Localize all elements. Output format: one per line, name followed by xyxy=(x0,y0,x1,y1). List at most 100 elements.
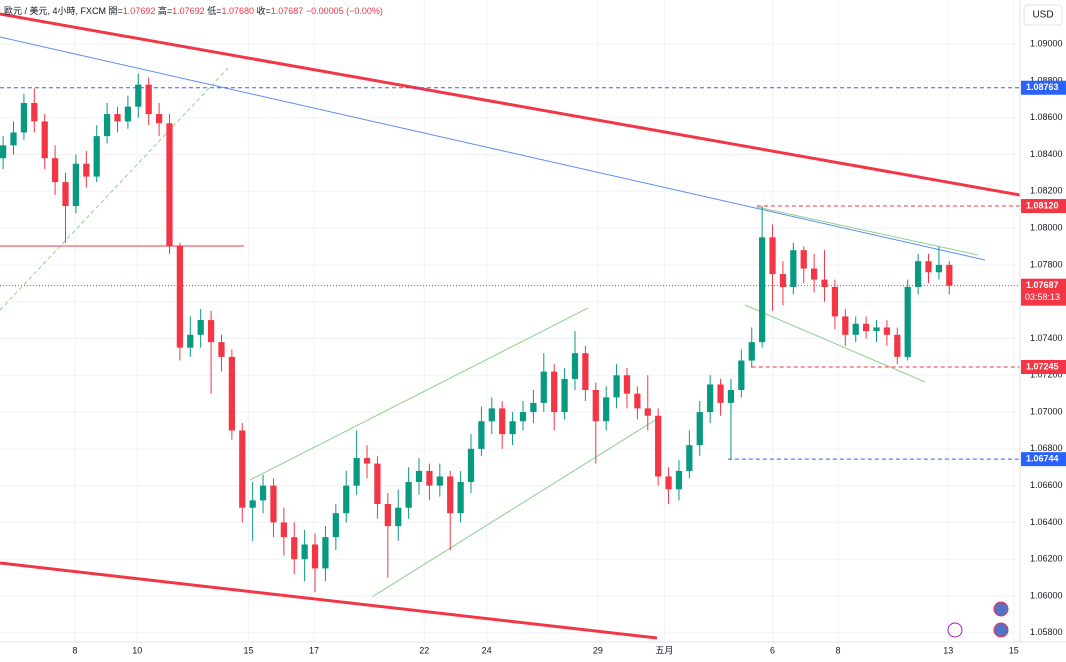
y-tick-label: 1.09000 xyxy=(1030,39,1063,49)
candle-body xyxy=(155,114,163,124)
header: 歐元 / 美元, 4小時, FXCM 開=1.07692 高=1.07692 低… xyxy=(4,5,383,16)
candle-body xyxy=(644,408,651,416)
candle-body xyxy=(322,537,329,569)
candle-body xyxy=(51,158,59,183)
candle-body xyxy=(499,408,506,435)
candle-body xyxy=(811,268,818,280)
candle-body xyxy=(249,500,256,508)
candle-body xyxy=(41,121,48,159)
candle-body xyxy=(31,103,38,122)
x-tick-label: 10 xyxy=(132,645,142,655)
candle-body xyxy=(187,334,194,348)
candle-body xyxy=(291,537,298,560)
x-tick-label: 24 xyxy=(482,645,492,655)
candle-body xyxy=(270,485,277,523)
x-tick-label: 6 xyxy=(770,645,775,655)
candle-body xyxy=(790,250,797,287)
candle-body xyxy=(592,389,599,422)
candle-body xyxy=(135,84,142,107)
candle-body xyxy=(166,123,173,247)
candle-body xyxy=(447,476,454,514)
candle-body xyxy=(145,84,152,115)
y-tick-label: 1.08200 xyxy=(1030,186,1063,196)
close-label: 收= xyxy=(257,5,271,16)
candle-body xyxy=(311,544,319,569)
y-tick-label: 1.07800 xyxy=(1030,259,1063,269)
candle-body xyxy=(332,513,339,538)
trend-line xyxy=(0,561,658,640)
price-badge xyxy=(1021,452,1066,467)
event-icon[interactable] xyxy=(947,622,963,638)
last-price-badge xyxy=(1021,278,1066,306)
candle-body xyxy=(842,316,849,335)
candle-body xyxy=(759,237,766,343)
candle-body xyxy=(603,397,610,422)
last-price-label: 1.07687 xyxy=(1026,280,1059,290)
candle-body xyxy=(634,393,641,409)
candle-body xyxy=(207,320,215,343)
price-badge xyxy=(1021,80,1066,95)
price-badge-label: 1.08763 xyxy=(1026,82,1059,92)
y-tick-label: 1.07400 xyxy=(1030,333,1063,343)
y-tick-label: 1.06200 xyxy=(1030,554,1063,564)
currency[interactable]: USD xyxy=(1032,10,1053,21)
event-icon[interactable] xyxy=(993,622,1009,638)
price-badge xyxy=(1021,199,1066,214)
y-tick-label: 1.07000 xyxy=(1030,406,1063,416)
candle-body xyxy=(197,320,204,335)
candle-body xyxy=(582,353,589,390)
open: 1.07692 xyxy=(123,6,156,16)
currency-button[interactable] xyxy=(1023,4,1063,26)
price-badge xyxy=(1021,359,1066,374)
x-tick-label: 29 xyxy=(593,645,603,655)
candle-body xyxy=(301,544,308,560)
close: 1.07687 xyxy=(271,6,304,16)
candle-body xyxy=(571,353,579,379)
candle-body xyxy=(852,323,859,335)
candle-body xyxy=(467,448,475,482)
candle-body xyxy=(0,145,7,159)
candle-body xyxy=(436,476,443,486)
y-tick-label: 1.06600 xyxy=(1030,480,1063,490)
trend-line xyxy=(0,36,986,261)
candle-body xyxy=(124,106,132,122)
open-label: 開= xyxy=(109,6,123,16)
candle-body xyxy=(176,246,183,348)
candle-body xyxy=(363,458,371,464)
candle-body xyxy=(62,182,69,207)
candle-body xyxy=(374,463,381,505)
candle-body xyxy=(665,476,672,490)
candle-body xyxy=(800,250,807,269)
candle-body xyxy=(894,334,901,357)
y-tick-label: 1.08800 xyxy=(1030,75,1063,85)
candle-body xyxy=(738,360,745,390)
candle-body xyxy=(353,458,360,486)
candle-body xyxy=(769,237,776,275)
candle-body xyxy=(675,470,683,490)
axes: 1.09000 1.08800 1.08600 1.08400 1.08200 1.080… xyxy=(72,39,1066,655)
candle-body xyxy=(707,384,714,413)
candle-body xyxy=(831,286,839,317)
candle-body xyxy=(862,323,870,332)
event-icon[interactable] xyxy=(993,601,1009,617)
candle-body xyxy=(519,412,527,422)
price-badge-label: 1.08120 xyxy=(1026,200,1059,210)
candle-body xyxy=(727,389,735,403)
y-tick-label: 1.08400 xyxy=(1030,149,1063,159)
y-tick-label: 1.06400 xyxy=(1030,517,1063,527)
grid xyxy=(0,0,1020,642)
candle-body xyxy=(405,481,412,508)
y-tick-label: 1.07200 xyxy=(1030,370,1063,380)
candle-body xyxy=(228,356,235,431)
candle-body xyxy=(10,132,17,146)
x-tick-label: 五月 xyxy=(655,645,673,655)
candle-body xyxy=(343,485,350,514)
x-tick-label: 13 xyxy=(943,645,953,655)
candle-body xyxy=(540,371,547,403)
y-tick-label: 1.05800 xyxy=(1030,627,1063,637)
candle-body xyxy=(748,342,755,361)
candle-body xyxy=(655,415,662,477)
candle-body xyxy=(779,274,787,287)
candle-body xyxy=(103,114,111,137)
x-tick-label: 15 xyxy=(1009,645,1019,655)
